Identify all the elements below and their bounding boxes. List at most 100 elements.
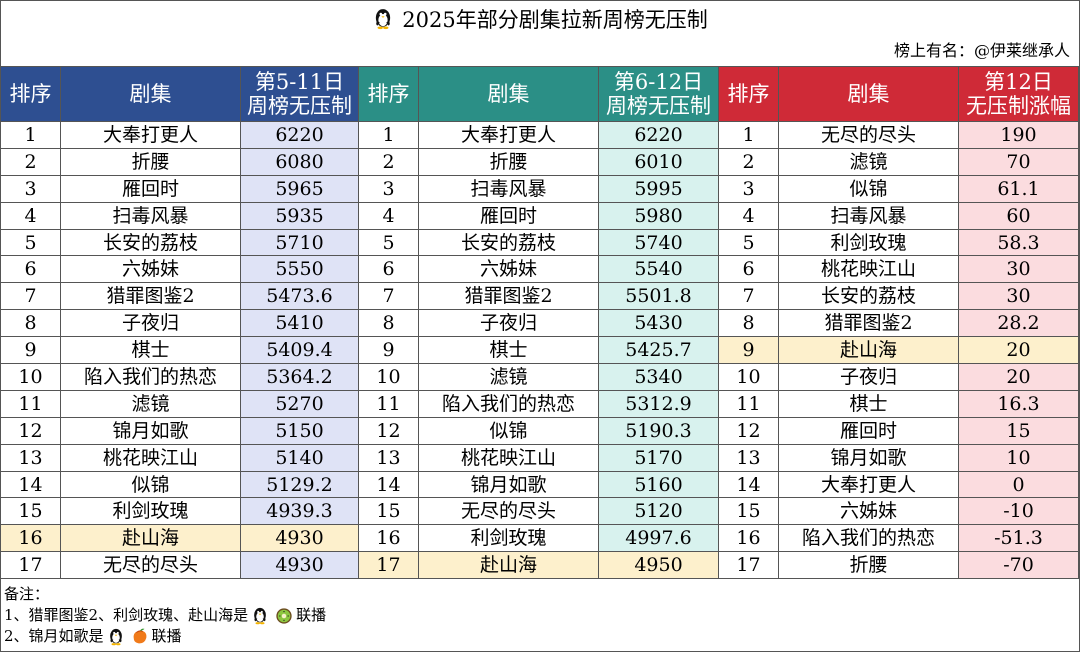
cell-value: 20 bbox=[958, 336, 1079, 365]
cell-value: 6010 bbox=[598, 147, 719, 176]
table-row: 4 扫毒风暴 5935 4 雁回时 5980 4 扫毒风暴 60 bbox=[0, 201, 1079, 230]
cell-drama: 赴山海 bbox=[418, 551, 599, 580]
cell-value: 58.3 bbox=[958, 228, 1079, 257]
cell-value: 5409.4 bbox=[240, 336, 359, 365]
cell-rank: 4 bbox=[718, 201, 779, 230]
cell-value: 5540 bbox=[598, 255, 719, 284]
cell-drama: 锦月如歌 bbox=[778, 443, 959, 472]
table-row: 14 似锦 5129.2 14 锦月如歌 5160 14 大奉打更人 0 bbox=[0, 470, 1079, 499]
cell-value: 5501.8 bbox=[598, 282, 719, 311]
table-row: 7 猎罪图鉴2 5473.6 7 猎罪图鉴2 5501.8 7 长安的荔枝 30 bbox=[0, 282, 1079, 311]
header-rank-1: 排序 bbox=[0, 66, 61, 122]
cell-rank: 17 bbox=[718, 551, 779, 580]
cell-drama: 陷入我们的热恋 bbox=[418, 389, 599, 418]
cell-drama: 子夜归 bbox=[778, 363, 959, 391]
cell-drama: 长安的荔枝 bbox=[60, 228, 241, 257]
cell-drama: 赴山海 bbox=[778, 336, 959, 365]
cell-value: 4930 bbox=[240, 551, 359, 580]
cell-drama: 滤镜 bbox=[418, 363, 599, 391]
cell-drama: 赴山海 bbox=[60, 524, 241, 553]
cell-rank: 4 bbox=[0, 201, 61, 230]
header-rank-3: 排序 bbox=[718, 66, 779, 122]
penguin-icon bbox=[372, 7, 394, 31]
cell-value: 28.2 bbox=[958, 309, 1079, 338]
cell-rank: 2 bbox=[358, 147, 419, 176]
table-row: 12 锦月如歌 5150 12 似锦 5190.3 12 雁回时 15 bbox=[0, 416, 1079, 445]
cell-value: 5150 bbox=[240, 416, 359, 445]
cell-rank: 15 bbox=[718, 497, 779, 526]
mango-icon bbox=[131, 628, 149, 646]
note-line-1: 1、猎罪图鉴2、利剑玫瑰、赴山海是 联播 bbox=[4, 605, 326, 626]
cell-drama: 六姊妹 bbox=[60, 255, 241, 284]
cell-value: 5425.7 bbox=[598, 336, 719, 365]
cell-drama: 大奉打更人 bbox=[60, 121, 241, 149]
cell-drama: 子夜归 bbox=[418, 309, 599, 338]
cell-rank: 2 bbox=[0, 147, 61, 176]
cell-value: 5740 bbox=[598, 228, 719, 257]
cell-rank: 11 bbox=[358, 389, 419, 418]
cell-value: 5140 bbox=[240, 443, 359, 472]
cell-rank: 6 bbox=[358, 255, 419, 284]
header-delta: 第12日 无压制涨幅 bbox=[958, 66, 1079, 122]
table-row: 10 陷入我们的热恋 5364.2 10 滤镜 5340 10 子夜归 20 bbox=[0, 363, 1079, 391]
cell-rank: 16 bbox=[718, 524, 779, 553]
cell-value: 20 bbox=[958, 363, 1079, 391]
header-drama-1: 剧集 bbox=[60, 66, 241, 122]
cell-drama: 长安的荔枝 bbox=[778, 282, 959, 311]
table-row: 11 滤镜 5270 11 陷入我们的热恋 5312.9 11 棋士 16.3 bbox=[0, 389, 1079, 418]
cell-rank: 11 bbox=[718, 389, 779, 418]
header-week2: 第6-12日 周榜无压制 bbox=[598, 66, 719, 122]
note-line-2-suffix: 联播 bbox=[151, 627, 182, 645]
table-row: 2 折腰 6080 2 折腰 6010 2 滤镜 70 bbox=[0, 147, 1079, 176]
cell-drama: 大奉打更人 bbox=[778, 470, 959, 499]
cell-drama: 陷入我们的热恋 bbox=[60, 363, 241, 391]
header-drama-2: 剧集 bbox=[418, 66, 599, 122]
note-line-1-text: 1、猎罪图鉴2、利剑玫瑰、赴山海是 bbox=[4, 606, 249, 624]
cell-value: 4950 bbox=[598, 551, 719, 580]
header-delta-line2: 无压制涨幅 bbox=[966, 94, 1071, 118]
table-row: 13 桃花映江山 5140 13 桃花映江山 5170 13 锦月如歌 10 bbox=[0, 443, 1079, 472]
cell-drama: 锦月如歌 bbox=[418, 470, 599, 499]
cell-drama: 似锦 bbox=[778, 174, 959, 203]
cell-rank: 3 bbox=[0, 174, 61, 203]
cell-rank: 1 bbox=[718, 121, 779, 149]
title-bar: 2025年部分剧集拉新周榜无压制 bbox=[0, 0, 1080, 38]
cell-value: 10 bbox=[958, 443, 1079, 472]
cell-drama: 雁回时 bbox=[418, 201, 599, 230]
cell-value: 16.3 bbox=[958, 389, 1079, 418]
cell-drama: 猎罪图鉴2 bbox=[778, 309, 959, 338]
cell-value: 30 bbox=[958, 282, 1079, 311]
cell-value: 60 bbox=[958, 201, 1079, 230]
cell-value: 61.1 bbox=[958, 174, 1079, 203]
cell-rank: 17 bbox=[0, 551, 61, 580]
cell-rank: 3 bbox=[718, 174, 779, 203]
kiwi-icon bbox=[275, 607, 293, 625]
table-row: 1 大奉打更人 6220 1 大奉打更人 6220 1 无尽的尽头 190 bbox=[0, 121, 1079, 149]
cell-value: 4997.6 bbox=[598, 524, 719, 553]
cell-rank: 3 bbox=[358, 174, 419, 203]
cell-value: 5473.6 bbox=[240, 282, 359, 311]
cell-drama: 滤镜 bbox=[778, 147, 959, 176]
cell-drama: 雁回时 bbox=[60, 174, 241, 203]
cell-drama: 利剑玫瑰 bbox=[418, 524, 599, 553]
cell-drama: 猎罪图鉴2 bbox=[418, 282, 599, 311]
cell-rank: 11 bbox=[0, 389, 61, 418]
cell-rank: 8 bbox=[718, 309, 779, 338]
cell-rank: 6 bbox=[718, 255, 779, 284]
cell-rank: 4 bbox=[358, 201, 419, 230]
cell-value: 190 bbox=[958, 121, 1079, 149]
cell-rank: 10 bbox=[0, 363, 61, 391]
cell-value: 5995 bbox=[598, 174, 719, 203]
cell-drama: 棋士 bbox=[418, 336, 599, 365]
cell-value: 5190.3 bbox=[598, 416, 719, 445]
cell-drama: 雁回时 bbox=[778, 416, 959, 445]
header-week1: 第5-11日 周榜无压制 bbox=[240, 66, 359, 122]
cell-rank: 2 bbox=[718, 147, 779, 176]
cell-rank: 6 bbox=[0, 255, 61, 284]
cell-rank: 1 bbox=[0, 121, 61, 149]
cell-value: 0 bbox=[958, 470, 1079, 499]
cell-value: 5935 bbox=[240, 201, 359, 230]
cell-value: -70 bbox=[958, 551, 1079, 580]
cell-drama: 折腰 bbox=[60, 147, 241, 176]
